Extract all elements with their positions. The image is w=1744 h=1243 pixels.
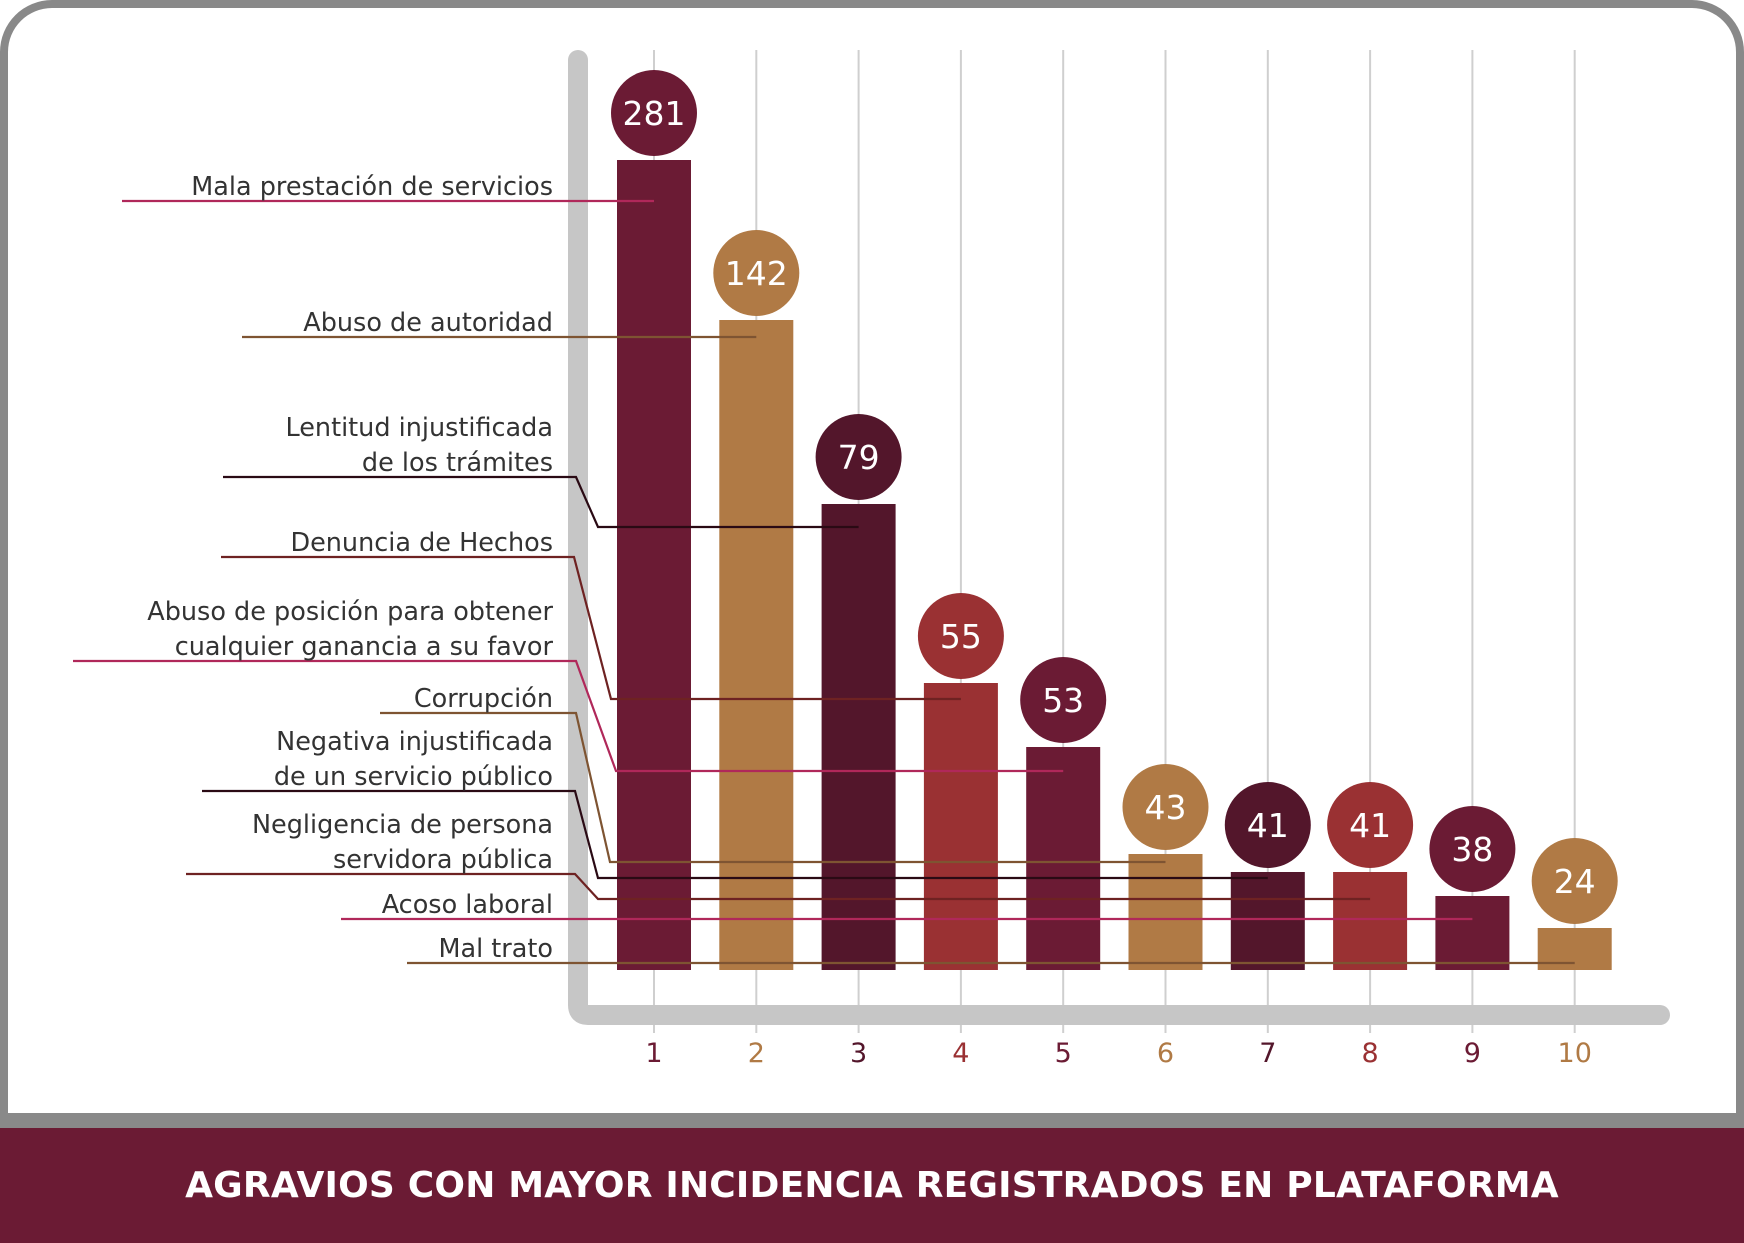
bar-3 xyxy=(821,504,896,970)
value-bubble xyxy=(815,414,902,500)
x-tick-label: 9 xyxy=(1464,1038,1481,1069)
category-label: Negligencia de persona xyxy=(252,810,553,840)
value-bubble xyxy=(1020,657,1107,743)
category-label: Denuncia de Hechos xyxy=(290,528,553,558)
bar-4 xyxy=(923,683,998,970)
category-label: de un servicio público xyxy=(274,762,553,792)
x-tick-label: 2 xyxy=(748,1038,765,1069)
bar-chart: Mala prestación de servicios Abuso de aut… xyxy=(73,50,1670,1069)
leader-line-8 xyxy=(186,872,1371,901)
value-label: 43 xyxy=(1145,788,1187,827)
category-label: Mal trato xyxy=(438,934,553,964)
x-tick-label: 8 xyxy=(1362,1038,1379,1069)
bar-6 xyxy=(1128,854,1203,970)
value-label: 24 xyxy=(1554,862,1596,901)
value-bubble xyxy=(611,70,697,156)
value-label: 38 xyxy=(1451,830,1493,869)
bar-8 xyxy=(1333,872,1408,970)
value-label: 281 xyxy=(623,94,686,133)
value-label: 55 xyxy=(940,617,982,656)
value-bubble xyxy=(1429,806,1516,892)
x-tick-label: 3 xyxy=(850,1038,867,1069)
value-bubbles: 281 142 79 55 53 43 41 41 38 24 xyxy=(611,70,1618,924)
category-label: Acoso laboral xyxy=(382,890,553,920)
leader-lines xyxy=(73,199,1575,965)
value-bubble xyxy=(713,230,800,316)
leader-line-5 xyxy=(73,659,1064,773)
x-tick-label: 1 xyxy=(645,1038,662,1069)
leader-line-6 xyxy=(380,711,1166,864)
bar-1 xyxy=(617,160,691,970)
bar-2 xyxy=(719,320,794,970)
bar-9 xyxy=(1435,896,1510,970)
chart-title: AGRAVIOS CON MAYOR INCIDENCIA REGISTRADO… xyxy=(185,1165,1559,1206)
bar-7 xyxy=(1230,872,1305,970)
category-label: servidora pública xyxy=(333,845,553,875)
value-bubble xyxy=(1531,838,1618,924)
leader-line-3 xyxy=(223,475,859,529)
category-label: Mala prestación de servicios xyxy=(191,172,553,202)
value-bubble xyxy=(1224,782,1311,868)
value-label: 79 xyxy=(838,438,880,477)
category-label: Abuso de autoridad xyxy=(303,308,553,338)
bar-5 xyxy=(1026,747,1101,970)
axis-line xyxy=(568,50,1670,1025)
category-label: Abuso de posición para obtener xyxy=(147,597,553,627)
category-label: de los trámites xyxy=(362,448,553,478)
leader-line-7 xyxy=(202,789,1268,880)
leader-line-4 xyxy=(221,555,961,701)
x-tick-label: 10 xyxy=(1558,1038,1592,1069)
category-label: cualquier ganancia a su favor xyxy=(175,632,554,662)
x-tick-label: 4 xyxy=(952,1038,969,1069)
category-label: Lentitud injustificada xyxy=(285,413,553,443)
value-bubble xyxy=(917,593,1004,679)
category-label: Negativa injustificada xyxy=(276,727,553,757)
x-tick-label: 7 xyxy=(1259,1038,1276,1069)
axes xyxy=(568,50,1670,1025)
value-bubble xyxy=(1327,782,1414,868)
x-tick-label: 6 xyxy=(1157,1038,1174,1069)
x-tick-labels: 1 2 3 4 5 6 7 8 9 10 xyxy=(645,1038,1591,1069)
category-label: Corrupción xyxy=(414,684,553,714)
value-label: 41 xyxy=(1349,806,1391,845)
footer-banner: AGRAVIOS CON MAYOR INCIDENCIA REGISTRADO… xyxy=(0,1128,1744,1243)
value-label: 53 xyxy=(1042,681,1084,720)
category-labels: Mala prestación de servicios Abuso de aut… xyxy=(147,172,553,964)
value-label: 41 xyxy=(1247,806,1289,845)
x-tick-label: 5 xyxy=(1055,1038,1072,1069)
bars xyxy=(617,160,1612,970)
value-label: 142 xyxy=(725,254,788,293)
value-bubble xyxy=(1122,764,1209,850)
